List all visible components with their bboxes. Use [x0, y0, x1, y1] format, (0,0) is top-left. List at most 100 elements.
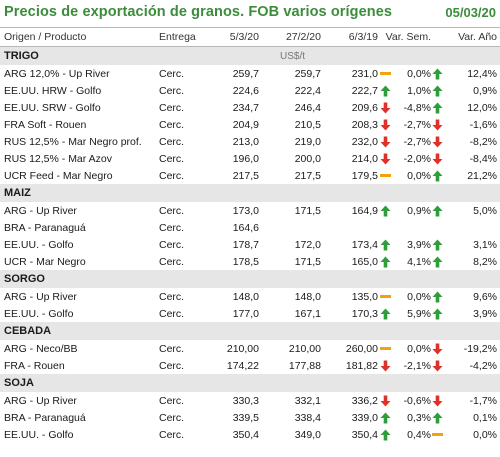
trend-up-icon	[432, 202, 443, 219]
price-date2-cell: 148,0	[294, 290, 321, 303]
price-date1-cell: 330,3	[232, 394, 259, 407]
price-date3-cell: 208,3	[351, 118, 378, 131]
var-year-cell: 5,0%	[473, 204, 497, 217]
price-date2-cell: 349,0	[294, 428, 321, 441]
delivery-cell: Cerc.	[159, 221, 185, 234]
var-year-cell: -19,2%	[463, 342, 497, 355]
product-name: ARG - Up River	[4, 290, 77, 303]
product-name: RUS 12,5% - Mar Azov	[4, 152, 112, 165]
section-header-trigo: TRIGO US$/t	[0, 47, 500, 65]
price-date3-cell: 222,7	[351, 84, 378, 97]
trend-down-icon	[380, 116, 391, 133]
price-date2-cell: 246,4	[294, 101, 321, 114]
arrow-up-icon	[432, 68, 443, 80]
trend-down-icon	[432, 357, 443, 374]
delivery-cell: Cerc.	[159, 394, 185, 407]
trend-down-icon	[432, 150, 443, 167]
product-name: EE.UU. - Golfo	[4, 238, 74, 251]
trend-down-icon	[432, 133, 443, 150]
price-date3-cell: 165,0	[351, 255, 378, 268]
dash-icon	[380, 170, 391, 181]
table-row: ARG 12,0% - Up River Cerc. 259,7 259,7 231,0…	[0, 65, 500, 82]
price-date2-cell: 219,0	[294, 135, 321, 148]
table-row: ARG - Neco/BB Cerc. 210,00 210,00 260,00 0,0%…	[0, 340, 500, 357]
var-year-cell: 12,0%	[467, 101, 497, 114]
table-row: UCR Feed - Mar Negro Cerc. 217,5 217,5 179,5…	[0, 167, 500, 184]
dash-icon	[380, 343, 391, 354]
product-name: ARG 12,0% - Up River	[4, 67, 110, 80]
trend-down-icon	[380, 392, 391, 409]
price-date1-cell: 178,7	[232, 238, 259, 251]
product-name: EE.UU. - Golfo	[4, 428, 74, 441]
var-year-cell: -8,2%	[469, 135, 497, 148]
arrow-down-icon	[432, 136, 443, 148]
arrow-up-icon	[380, 256, 391, 268]
arrow-down-icon	[380, 102, 391, 114]
col-date2-header: 27/2/20	[285, 31, 321, 43]
price-date3-cell: 173,4	[351, 238, 378, 251]
price-date1-cell: 174,22	[226, 359, 259, 372]
delivery-cell: Cerc.	[159, 135, 185, 148]
arrow-down-icon	[380, 360, 391, 372]
var-week-cell: -2,7%	[403, 135, 431, 148]
trend-down-icon	[432, 116, 443, 133]
col-origin-header: Origen / Producto	[4, 31, 87, 43]
trend-up-icon	[432, 167, 443, 184]
delivery-cell: Cerc.	[159, 204, 185, 217]
table-row: RUS 12,5% - Mar Negro prof. Cerc. 213,0 219…	[0, 133, 500, 150]
arrow-down-icon	[432, 119, 443, 131]
trend-down-icon	[380, 150, 391, 167]
section-title: SORGO	[4, 273, 45, 285]
price-date1-cell: 177,0	[232, 307, 259, 320]
price-date3-cell: 170,3	[351, 307, 378, 320]
column-header-row: Origen / Producto Entrega 5/3/20 27/2/20…	[0, 27, 500, 47]
product-name: ARG - Up River	[4, 204, 77, 217]
var-week-cell: 0,4%	[407, 428, 431, 441]
trend-down-icon	[380, 133, 391, 150]
trend-up-icon	[432, 99, 443, 116]
table-row: FRA - Rouen Cerc. 174,22 177,88 181,82 -2,1% -…	[0, 357, 500, 374]
trend-flat-icon	[432, 426, 443, 443]
price-date3-cell: 209,6	[351, 101, 378, 114]
price-date1-cell: 259,7	[232, 67, 259, 80]
var-year-cell: -1,7%	[469, 394, 497, 407]
arrow-up-icon	[432, 239, 443, 251]
unit-label: US$/t	[280, 50, 306, 62]
arrow-down-icon	[432, 343, 443, 355]
trend-up-icon	[432, 288, 443, 305]
arrow-down-icon	[432, 360, 443, 372]
price-date1-cell: 210,00	[226, 342, 259, 355]
trend-down-icon	[380, 357, 391, 374]
trend-up-icon	[380, 305, 391, 322]
delivery-cell: Cerc.	[159, 255, 185, 268]
price-date3-cell: 214,0	[351, 152, 378, 165]
price-date2-cell: 172,0	[294, 238, 321, 251]
table-row: ARG - Up River Cerc. 148,0 148,0 135,0 0,0% 9,…	[0, 288, 500, 305]
section-header-sorgo: SORGO	[0, 270, 500, 288]
col-var-year-header: Var. Año	[458, 31, 497, 43]
var-week-cell: 4,1%	[407, 255, 431, 268]
price-date2-cell: 210,5	[294, 118, 321, 131]
var-year-cell: 12,4%	[467, 67, 497, 80]
var-week-cell: 3,9%	[407, 238, 431, 251]
product-name: EE.UU. HRW - Golfo	[4, 84, 102, 97]
price-date2-cell: 167,1	[294, 307, 321, 320]
arrow-down-icon	[432, 153, 443, 165]
table-row: EE.UU. - Golfo Cerc. 350,4 349,0 350,4 0,4% 0,…	[0, 426, 500, 443]
product-name: ARG - Up River	[4, 394, 77, 407]
product-name: EE.UU. - Golfo	[4, 307, 74, 320]
var-year-cell: -4,2%	[469, 359, 497, 372]
col-date1-header: 5/3/20	[229, 31, 259, 43]
var-year-cell: 8,2%	[473, 255, 497, 268]
trend-flat-icon	[380, 65, 391, 82]
section-title: CEBADA	[4, 325, 52, 337]
price-date2-cell: 217,5	[294, 169, 321, 182]
report-title: Precios de exportación de granos. FOB va…	[4, 4, 393, 20]
price-date2-cell: 177,88	[288, 359, 321, 372]
arrow-up-icon	[432, 205, 443, 217]
trend-up-icon	[432, 305, 443, 322]
trend-down-icon	[380, 99, 391, 116]
price-date1-cell: 164,6	[232, 221, 259, 234]
product-name: UCR - Mar Negro	[4, 255, 86, 268]
var-week-cell: -2,7%	[403, 118, 431, 131]
